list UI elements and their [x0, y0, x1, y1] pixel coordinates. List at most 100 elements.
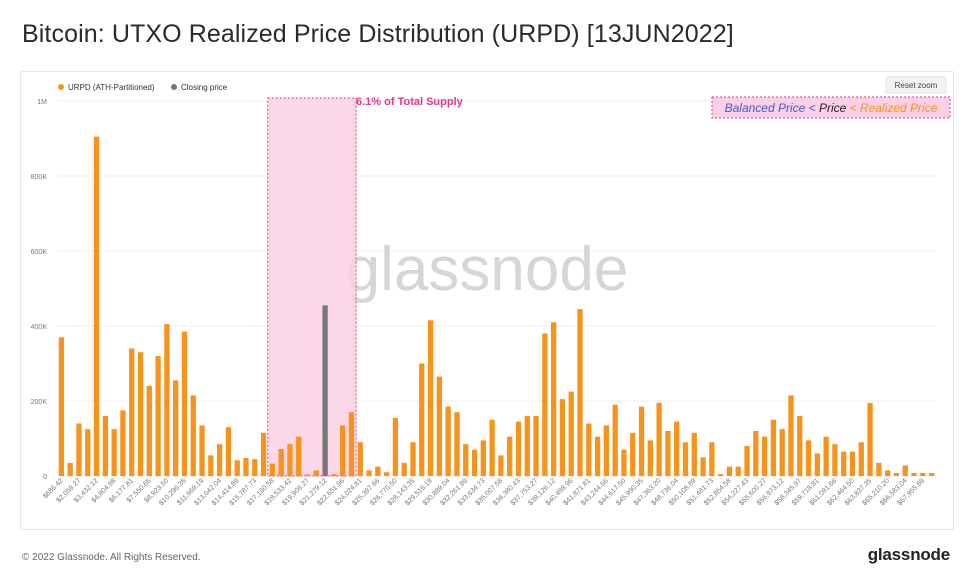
urpd-bar[interactable] [524, 416, 530, 476]
urpd-bar[interactable] [357, 442, 363, 476]
urpd-bar[interactable] [770, 419, 777, 476]
reset-zoom-label[interactable]: Reset zoom [895, 81, 938, 90]
legend-urpd-label[interactable]: URPD (ATH-Partitioned) [68, 83, 155, 92]
urpd-bar[interactable] [788, 395, 794, 477]
urpd-bar[interactable] [753, 431, 759, 476]
urpd-bar[interactable] [111, 429, 117, 477]
urpd-bar[interactable] [691, 432, 697, 477]
urpd-bar[interactable] [542, 333, 548, 477]
urpd-bar[interactable] [445, 406, 451, 477]
urpd-bar[interactable] [181, 331, 188, 477]
reset-zoom-button[interactable]: Reset zoom [885, 76, 947, 94]
urpd-bar[interactable] [243, 458, 249, 476]
urpd-bar[interactable] [594, 436, 601, 477]
urpd-bar[interactable] [867, 402, 873, 477]
urpd-bar[interactable] [340, 425, 346, 477]
urpd-bar[interactable] [577, 309, 583, 477]
closing-price-bar[interactable] [322, 305, 328, 477]
urpd-bar[interactable] [876, 462, 882, 477]
urpd-bar[interactable] [410, 442, 416, 476]
urpd-bar[interactable] [234, 460, 240, 476]
urpd-bar[interactable] [858, 442, 864, 476]
urpd-bar[interactable] [893, 473, 900, 476]
urpd-bar[interactable] [366, 470, 372, 477]
urpd-bar[interactable] [489, 419, 495, 476]
urpd-bar[interactable] [58, 337, 65, 476]
urpd-bar[interactable] [76, 423, 82, 477]
urpd-bar[interactable] [797, 416, 803, 476]
urpd-bar[interactable] [278, 449, 284, 476]
urpd-bar[interactable] [454, 412, 460, 476]
urpd-bar[interactable] [902, 465, 908, 477]
urpd-bar[interactable] [814, 453, 820, 477]
urpd-bar[interactable] [674, 421, 680, 477]
urpd-bar[interactable] [612, 404, 618, 476]
urpd-bar[interactable] [682, 442, 689, 476]
urpd-bar[interactable] [436, 376, 442, 477]
urpd-bar[interactable] [586, 423, 592, 477]
urpd-bar[interactable] [498, 455, 504, 477]
urpd-bar[interactable] [630, 432, 636, 477]
urpd-bar[interactable] [735, 466, 741, 477]
urpd-bar[interactable] [744, 446, 750, 476]
urpd-bar[interactable] [173, 380, 179, 477]
urpd-bar[interactable] [296, 436, 302, 477]
urpd-bar[interactable] [647, 440, 653, 477]
urpd-bar[interactable] [313, 470, 319, 477]
urpd-bar[interactable] [225, 427, 232, 476]
urpd-bar[interactable] [920, 473, 926, 476]
urpd-bar[interactable] [568, 391, 574, 477]
urpd-bar[interactable] [269, 463, 275, 477]
urpd-bar[interactable] [603, 425, 610, 477]
urpd-bar[interactable] [515, 421, 522, 477]
urpd-bar[interactable] [832, 444, 838, 477]
urpd-bar[interactable] [463, 444, 469, 477]
urpd-bar[interactable] [137, 352, 144, 476]
urpd-bar[interactable] [401, 462, 407, 477]
urpd-bar[interactable] [67, 462, 73, 477]
urpd-bar[interactable] [700, 457, 706, 476]
urpd-bar[interactable] [199, 425, 205, 477]
urpd-bar[interactable] [638, 406, 645, 477]
urpd-bar[interactable] [533, 416, 539, 476]
urpd-bar[interactable] [129, 348, 135, 477]
urpd-bar[interactable] [885, 470, 891, 477]
urpd-bar[interactable] [348, 412, 355, 476]
urpd-bar[interactable] [216, 444, 223, 477]
urpd-bar[interactable] [779, 429, 785, 477]
urpd-bar[interactable] [102, 416, 108, 476]
urpd-bar[interactable] [427, 320, 434, 477]
urpd-bar[interactable] [392, 417, 399, 477]
urpd-bar[interactable] [331, 474, 337, 477]
urpd-bar[interactable] [383, 472, 390, 476]
urpd-bar[interactable] [375, 466, 381, 477]
urpd-bar[interactable] [287, 444, 293, 477]
urpd-bar[interactable] [726, 466, 733, 477]
urpd-bar[interactable] [718, 474, 724, 477]
urpd-bar[interactable] [805, 440, 812, 477]
urpd-bar[interactable] [252, 459, 258, 477]
urpd-bar[interactable] [928, 473, 935, 476]
urpd-bar[interactable] [911, 473, 917, 476]
urpd-bar[interactable] [208, 455, 214, 477]
urpd-bar[interactable] [480, 440, 486, 477]
urpd-bar[interactable] [304, 474, 311, 477]
urpd-bar[interactable] [849, 451, 856, 477]
urpd-bar[interactable] [665, 431, 671, 476]
urpd-bar[interactable] [656, 402, 662, 477]
urpd-bar[interactable] [507, 436, 513, 477]
urpd-bar[interactable] [471, 449, 478, 476]
urpd-bar[interactable] [621, 449, 627, 476]
urpd-bar[interactable] [93, 136, 100, 477]
urpd-bar[interactable] [823, 436, 829, 477]
urpd-bar[interactable] [120, 410, 126, 477]
urpd-bar[interactable] [190, 395, 196, 477]
urpd-bar[interactable] [419, 363, 425, 477]
urpd-bar[interactable] [761, 436, 768, 477]
urpd-bar[interactable] [841, 451, 847, 477]
urpd-bar[interactable] [85, 429, 91, 477]
urpd-bar[interactable] [260, 432, 267, 477]
urpd-bar[interactable] [551, 322, 557, 476]
urpd-bar[interactable] [709, 442, 715, 476]
legend-closing-label[interactable]: Closing price [181, 83, 228, 92]
